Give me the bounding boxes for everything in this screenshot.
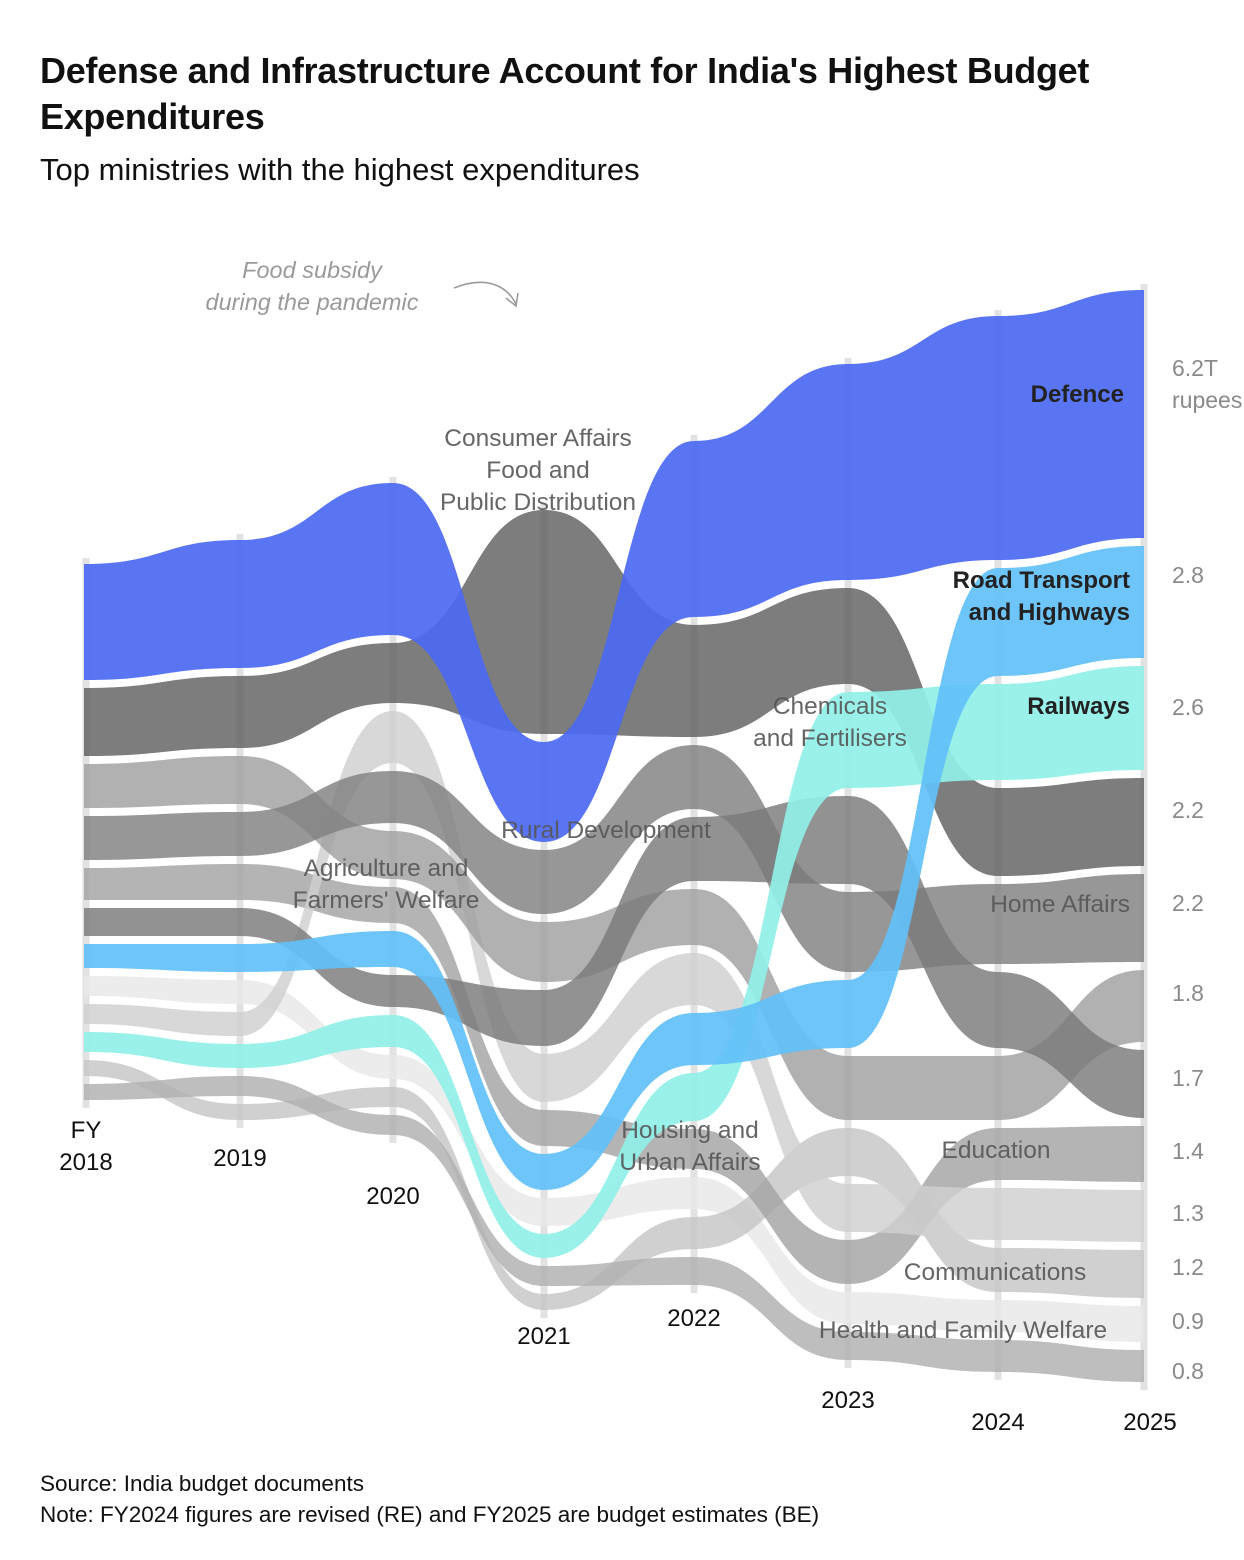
end-value-label-line: 1.7 (1172, 1065, 1204, 1091)
end-value-label-line: 1.2 (1172, 1254, 1204, 1280)
end-value-label-line: 0.8 (1172, 1358, 1204, 1384)
end-value-label-line: 2.2 (1172, 890, 1204, 916)
year-label-2023-line: 2023 (821, 1387, 874, 1414)
series-label-health-and-family-welfare: Health and Family Welfare (819, 1317, 1107, 1344)
end-value-label: 2.8 (1172, 562, 1204, 588)
ribbon-agriculture-and-farmers-welfare (84, 711, 1144, 1242)
series-label-chemicals-and-fertilisers: Chemicals and Fertilisers (753, 693, 907, 752)
series-label-road-transport-and-highways-line: and Highways (969, 599, 1130, 626)
labels: FY 2018 2019 2020 2021 2022 2023 2024 2025 6.2T ru… (59, 257, 1242, 1436)
end-value-label-line: 2.2 (1172, 797, 1204, 823)
annotation-arrowhead (505, 292, 519, 308)
source-text: Source: India budget documents (40, 1471, 364, 1496)
end-value-label-line: 6.2T (1172, 355, 1218, 381)
series-label-health-and-family-welfare-line: Health and Family Welfare (819, 1317, 1107, 1344)
year-label-2022: 2022 (667, 1305, 720, 1332)
end-value-label: 6.2T rupees (1172, 355, 1242, 413)
end-value-label-line: 2.8 (1172, 562, 1204, 588)
series-label-communications-line: Communications (904, 1259, 1086, 1286)
ribbon-defence (84, 290, 1144, 842)
end-value-label: 1.2 (1172, 1254, 1204, 1280)
year-label-2019: 2019 (213, 1145, 266, 1172)
series-label-railways: Railways (1027, 693, 1130, 720)
series-label-housing-and-urban-affairs: Housing and Urban Affairs (619, 1117, 760, 1176)
end-value-label-line: rupees (1172, 387, 1242, 413)
footer: Source: India budget documents Note: FY2… (40, 1468, 819, 1530)
series-label-agriculture-and-farmers-welfare: Agriculture and Farmers' Welfare (293, 855, 480, 914)
year-label-2021-line: 2021 (517, 1323, 570, 1350)
series-label-consumer-affairs-food-and-public-distribution-line: Food and (486, 457, 590, 484)
end-value-label: 1.8 (1172, 980, 1204, 1006)
series-label-railways-line: Railways (1027, 693, 1130, 720)
series-label-road-transport-and-highways-line: Road Transport (953, 567, 1130, 594)
end-value-label: 1.3 (1172, 1200, 1204, 1226)
year-label-2024: 2024 (971, 1409, 1024, 1436)
year-label-2021: 2021 (517, 1323, 570, 1350)
end-value-label-line: 1.3 (1172, 1200, 1204, 1226)
year-label-2025-line: 2025 (1123, 1409, 1176, 1436)
year-label-2023: 2023 (821, 1387, 874, 1414)
ribbon-health-and-family-welfare (84, 976, 1144, 1342)
chart-title: Defense and Infrastructure Account for I… (40, 50, 1090, 137)
series-label-education: Education (942, 1137, 1051, 1164)
series-label-home-affairs: Home Affairs (990, 891, 1130, 918)
series-label-housing-and-urban-affairs-line: Urban Affairs (619, 1149, 760, 1176)
series-label-agriculture-and-farmers-welfare-line: Agriculture and (304, 855, 469, 882)
series-label-defence: Defence (1031, 381, 1124, 408)
end-value-label: 1.7 (1172, 1065, 1204, 1091)
end-value-label-line: 0.9 (1172, 1308, 1204, 1334)
ribbon-communications (84, 1060, 1144, 1310)
series-label-communications: Communications (904, 1259, 1086, 1286)
ribbon-chemicals-and-fertilisers (84, 796, 1144, 1118)
series-label-road-transport-and-highways: Road Transport and Highways (953, 567, 1130, 626)
end-value-label: 0.9 (1172, 1308, 1204, 1334)
end-value-label: 1.4 (1172, 1138, 1204, 1164)
series-label-chemicals-and-fertilisers-line: and Fertilisers (753, 725, 907, 752)
series-label-chemicals-and-fertilisers-line: Chemicals (773, 693, 887, 720)
year-label-2022-line: 2022 (667, 1305, 720, 1332)
series-label-consumer-affairs-food-and-public-distribution-line: Consumer Affairs (444, 425, 631, 452)
end-value-label: 2.6 (1172, 694, 1204, 720)
series-label-education-line: Education (942, 1137, 1051, 1164)
year-label-2018-line: 2018 (59, 1149, 112, 1176)
ribbon-railways (84, 666, 1144, 1258)
end-value-label-line: 1.4 (1172, 1138, 1204, 1164)
end-value-label: 2.2 (1172, 890, 1204, 916)
year-label-2025: 2025 (1123, 1409, 1176, 1436)
end-value-label-line: 2.6 (1172, 694, 1204, 720)
annotation-food-subsidy-line: Food subsidy (242, 257, 383, 283)
ribbon-housing-and-urban-affairs (84, 1076, 1144, 1382)
series-label-rural-development-line: Rural Development (501, 817, 711, 844)
series-label-defence-line: Defence (1031, 381, 1124, 408)
series-label-housing-and-urban-affairs-line: Housing and (621, 1117, 759, 1144)
ribbons (84, 290, 1144, 1382)
year-label-2019-line: 2019 (213, 1145, 266, 1172)
year-label-2018-line: FY (71, 1117, 102, 1144)
end-value-label-line: 1.8 (1172, 980, 1204, 1006)
ribbon-road-transport-and-highways (84, 546, 1144, 1190)
series-label-consumer-affairs-food-and-public-distribution-line: Public Distribution (440, 489, 636, 516)
end-value-label: 2.2 (1172, 797, 1204, 823)
year-label-2020-line: 2020 (366, 1183, 419, 1210)
series-label-consumer-affairs-food-and-public-distribution: Consumer Affairs Food and Public Distribut… (440, 425, 636, 516)
series-label-home-affairs-line: Home Affairs (990, 891, 1130, 918)
year-label-2020: 2020 (366, 1183, 419, 1210)
year-label-2024-line: 2024 (971, 1409, 1024, 1436)
ribbon-home-affairs (84, 745, 1144, 972)
annotation-food-subsidy-line: during the pandemic (206, 289, 419, 315)
end-value-label: 0.8 (1172, 1358, 1204, 1384)
annotation-arrow (453, 281, 517, 305)
note-text: Note: FY2024 figures are revised (RE) an… (40, 1502, 820, 1527)
series-label-agriculture-and-farmers-welfare-line: Farmers' Welfare (293, 887, 480, 914)
chart-subtitle: Top ministries with the highest expendit… (40, 152, 640, 187)
annotation-food-subsidy: Food subsidy during the pandemic (206, 257, 419, 315)
year-label-2018: FY 2018 (59, 1117, 112, 1176)
series-label-rural-development: Rural Development (501, 817, 711, 844)
